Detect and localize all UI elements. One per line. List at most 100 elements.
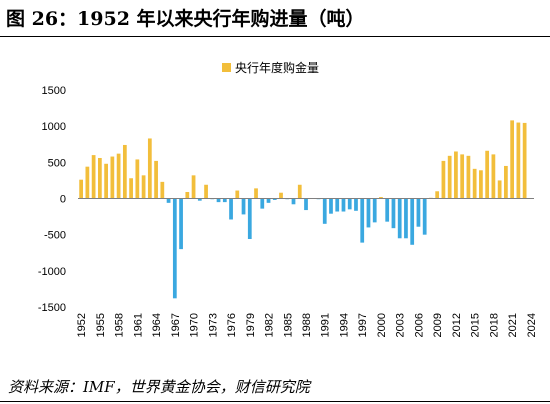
x-tick-label: 1982 (264, 313, 276, 337)
bar (454, 151, 458, 199)
bar (360, 198, 365, 243)
bar (172, 198, 177, 299)
bar (241, 198, 246, 215)
bar-chart: -1500 -1000 -500 0 500 1000 1500 1952 1955 1958 19… (38, 60, 538, 337)
bar (416, 198, 421, 227)
bar (104, 163, 108, 199)
bar (397, 198, 402, 239)
bar (85, 166, 90, 199)
x-tick-label: 1997 (357, 313, 369, 337)
x-tick-label: 1985 (282, 313, 294, 337)
bar (185, 191, 190, 199)
bar (272, 198, 277, 200)
x-tick-label: 2009 (432, 313, 444, 337)
x-tick-label: 2006 (413, 313, 425, 337)
x-tick-label: 2024 (526, 313, 538, 337)
x-tick-label: 1988 (301, 313, 313, 337)
source-note: 资料来源：IMF，世界黄金协会，财信研究院 (8, 378, 310, 396)
x-tick-label: 1976 (226, 313, 238, 337)
bar (160, 181, 165, 199)
bottom-rule (0, 401, 550, 402)
bar (129, 178, 133, 199)
bar (147, 138, 152, 199)
bar (235, 190, 240, 199)
bar (460, 154, 465, 199)
x-tick-label: 1952 (76, 313, 88, 337)
bar (166, 198, 171, 203)
bar (372, 198, 377, 223)
bar (260, 198, 265, 209)
bar (116, 153, 121, 199)
bar (472, 168, 477, 199)
bar (329, 198, 333, 214)
bar (322, 198, 327, 224)
bar (341, 198, 346, 212)
bar (479, 170, 483, 199)
bar (335, 198, 340, 212)
bar (385, 198, 390, 222)
bar (266, 198, 271, 203)
bar (97, 157, 102, 199)
bar (216, 198, 221, 203)
bar (466, 155, 471, 199)
bar (291, 198, 296, 205)
bar (516, 122, 521, 199)
bar (404, 198, 408, 239)
bar (422, 198, 427, 235)
bar (222, 198, 227, 203)
bar (154, 160, 158, 199)
bar (504, 165, 508, 199)
y-tick-label: -1500 (38, 302, 66, 314)
bar (410, 198, 415, 245)
bar (447, 155, 452, 199)
y-tick-label: 1500 (42, 85, 66, 97)
bar (110, 156, 115, 199)
bar (197, 198, 202, 201)
x-tick-label: 1973 (207, 313, 219, 337)
y-tick-label: -500 (44, 230, 66, 242)
bar (391, 198, 396, 229)
y-tick-label: -1000 (38, 266, 66, 278)
bar (354, 198, 358, 211)
x-tick-label: 1964 (151, 313, 163, 337)
x-tick-label: 1961 (132, 313, 144, 337)
bar (347, 198, 352, 210)
bar (522, 122, 527, 199)
bar (297, 184, 302, 199)
bar (366, 198, 371, 228)
bar (435, 191, 440, 199)
bar (191, 175, 196, 199)
bar (379, 197, 383, 199)
bar (279, 192, 283, 199)
x-tick-label: 2003 (395, 313, 407, 337)
x-tick-label: 2018 (488, 313, 500, 337)
y-tick-label: 0 (60, 194, 66, 206)
figure-title: 图 26：1952 年以来央行年购进量（吨） (6, 8, 365, 30)
bar (485, 150, 490, 199)
title-rule (0, 36, 550, 37)
bar (247, 198, 252, 240)
x-tick-label: 1994 (338, 313, 350, 337)
x-tick-label: 1958 (114, 313, 126, 337)
x-tick-label: 1991 (320, 313, 332, 337)
x-tick-label: 2021 (507, 313, 519, 337)
bar (510, 120, 515, 199)
bar (79, 179, 83, 199)
legend-swatch (222, 63, 231, 72)
figure-header: 图 26：1952 年以来央行年购进量（吨） (0, 0, 550, 37)
x-tick-label: 1970 (189, 313, 201, 337)
bar (254, 188, 258, 199)
y-tick-label: 1000 (42, 121, 66, 133)
bar (91, 155, 96, 199)
x-tick-label: 2012 (451, 313, 463, 337)
bar (491, 154, 496, 199)
bar (141, 175, 146, 199)
bar (497, 180, 502, 199)
bar (204, 184, 208, 199)
x-tick-label: 2015 (470, 313, 482, 337)
x-tick-label: 1979 (245, 313, 257, 337)
bar (122, 144, 127, 199)
y-tick-label: 500 (48, 157, 66, 169)
x-tick-label: 1967 (170, 313, 182, 337)
bar (441, 160, 446, 199)
